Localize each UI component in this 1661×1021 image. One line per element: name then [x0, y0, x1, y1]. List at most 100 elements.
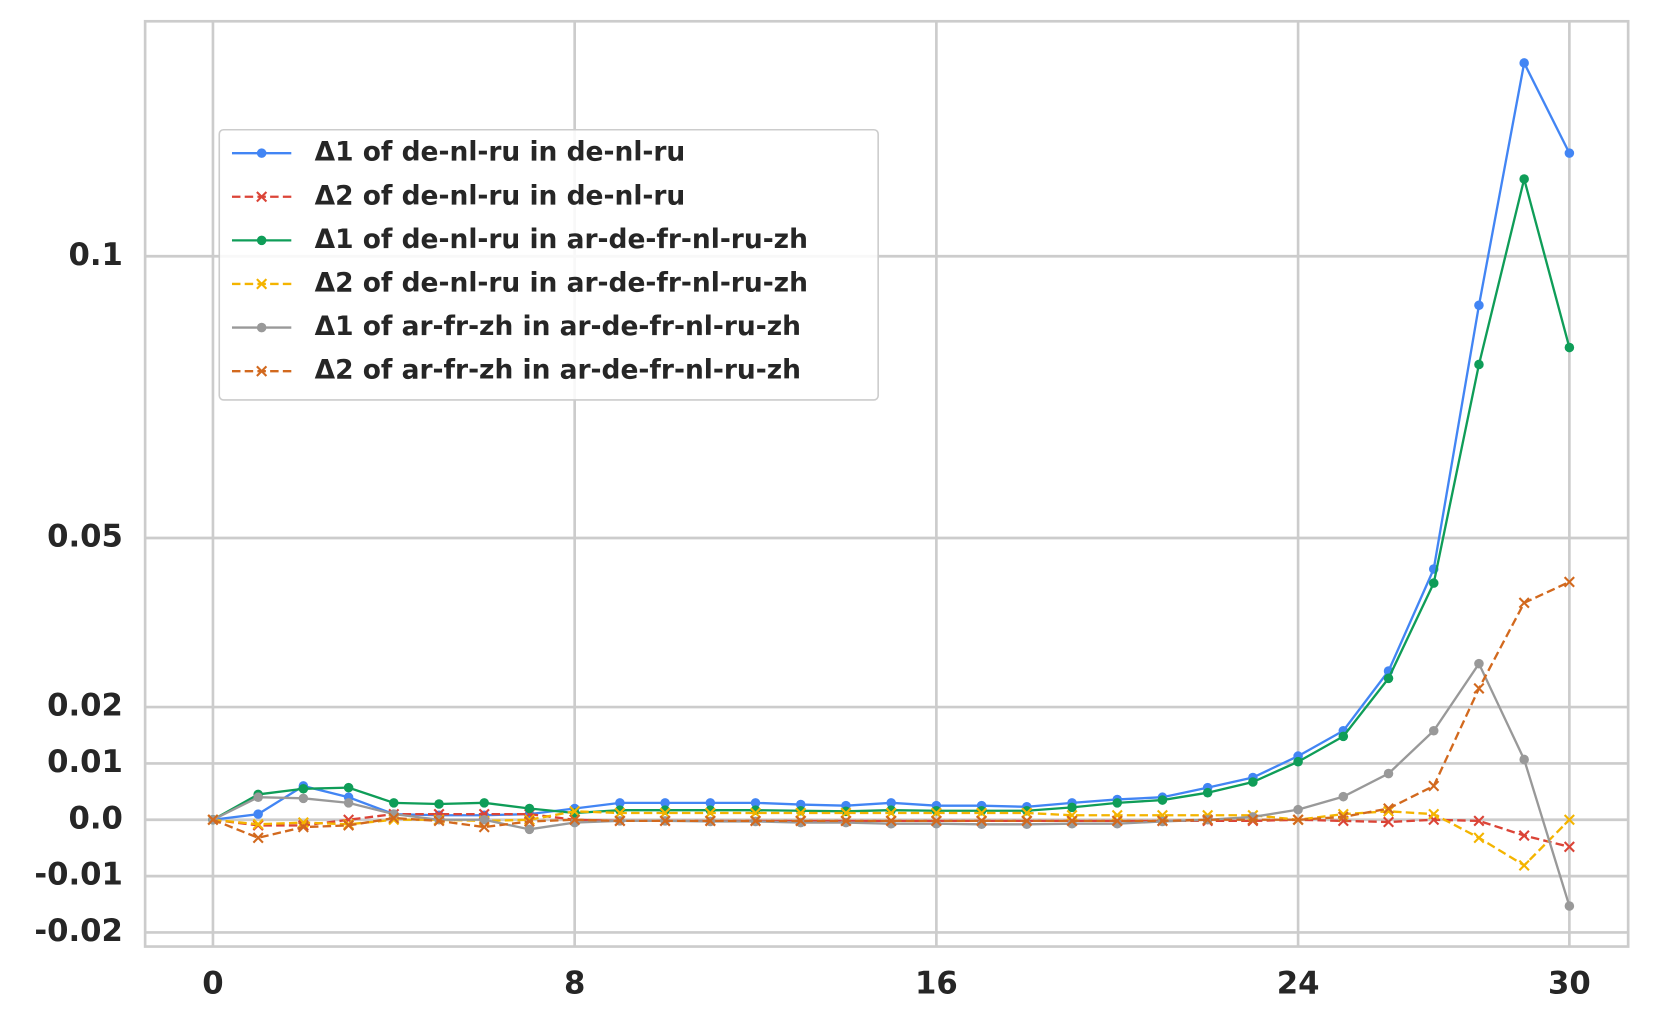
marker	[841, 806, 851, 817]
marker	[1337, 811, 1349, 823]
y-tick-label: 0.0	[68, 800, 122, 836]
marker	[614, 815, 626, 827]
legend-marker	[256, 191, 268, 203]
marker	[886, 798, 896, 808]
marker	[1474, 300, 1484, 311]
marker	[1563, 576, 1575, 588]
legend-label: Δ1 of de-nl-ru in ar-de-fr-nl-ru-zh	[315, 224, 808, 255]
series	[207, 576, 1575, 844]
y-tick-label: 0.05	[47, 518, 123, 554]
marker	[1112, 798, 1123, 808]
marker	[252, 818, 264, 830]
marker	[1157, 795, 1168, 805]
marker	[298, 783, 309, 794]
marker	[1383, 768, 1394, 779]
marker	[1474, 658, 1484, 669]
marker	[705, 798, 716, 808]
legend-label: Δ1 of de-nl-ru in de-nl-ru	[315, 137, 686, 168]
marker	[704, 815, 716, 827]
marker	[1248, 777, 1258, 787]
marker	[479, 798, 490, 808]
marker	[569, 814, 581, 826]
marker	[343, 798, 354, 808]
marker	[1519, 754, 1529, 765]
marker	[976, 807, 988, 819]
marker	[1293, 756, 1303, 767]
marker	[389, 798, 399, 808]
marker	[434, 799, 444, 809]
marker	[1563, 841, 1575, 853]
marker	[615, 798, 625, 808]
marker	[885, 807, 897, 819]
x-tick-label: 24	[1277, 965, 1320, 1001]
marker	[1518, 597, 1530, 609]
marker	[659, 815, 671, 827]
legend-label: Δ2 of de-nl-ru in de-nl-ru	[315, 180, 686, 211]
marker	[298, 793, 309, 804]
legend-marker	[256, 322, 267, 333]
marker	[976, 815, 988, 827]
series	[207, 805, 1575, 871]
marker	[750, 815, 762, 827]
marker	[1564, 342, 1575, 353]
marker	[1111, 815, 1123, 827]
marker	[1021, 807, 1033, 819]
marker	[1519, 58, 1529, 68]
marker	[659, 807, 671, 819]
marker	[795, 807, 807, 819]
marker	[1428, 808, 1440, 820]
marker	[1518, 859, 1530, 871]
marker	[479, 814, 490, 825]
x-tick-label: 30	[1548, 965, 1591, 1001]
marker	[704, 807, 716, 819]
x-tick-label: 8	[564, 965, 585, 1001]
marker	[253, 809, 263, 819]
marker	[1202, 814, 1214, 826]
marker	[524, 824, 535, 835]
marker	[750, 807, 762, 819]
marker	[1473, 832, 1485, 844]
marker	[1066, 815, 1078, 827]
marker	[885, 815, 897, 827]
marker	[1338, 791, 1349, 802]
y-tick-label: 0.01	[47, 744, 123, 780]
legend-label: Δ2 of de-nl-ru in ar-de-fr-nl-ru-zh	[315, 267, 808, 298]
marker	[1202, 787, 1213, 798]
marker	[1067, 802, 1077, 813]
marker	[660, 798, 670, 808]
marker	[1021, 815, 1033, 827]
x-tick-label: 16	[915, 965, 958, 1001]
legend-marker	[256, 148, 267, 158]
legend-marker	[256, 278, 268, 290]
marker	[433, 815, 445, 827]
marker	[1338, 731, 1349, 742]
marker	[1473, 682, 1485, 695]
plot-frame	[143, 19, 1630, 948]
marker	[524, 803, 535, 814]
marker	[930, 815, 942, 827]
marker	[841, 817, 851, 828]
marker	[388, 812, 400, 824]
y-tick-label: -0.01	[34, 857, 123, 893]
marker	[1428, 725, 1439, 736]
marker	[343, 819, 355, 831]
marker	[523, 815, 535, 827]
marker	[1292, 814, 1304, 826]
marker	[1428, 780, 1440, 792]
marker	[1519, 174, 1529, 184]
marker	[795, 817, 806, 828]
marker	[750, 798, 761, 808]
marker	[795, 815, 807, 827]
marker	[297, 821, 309, 833]
y-tick-label: 0.1	[68, 237, 122, 273]
legend-label: Δ2 of ar-fr-zh in ar-de-fr-nl-ru-zh	[315, 355, 801, 386]
legend-marker	[256, 365, 268, 377]
marker	[1474, 359, 1484, 370]
marker	[343, 782, 354, 793]
marker	[253, 792, 263, 803]
marker	[1518, 830, 1530, 842]
marker	[478, 821, 490, 833]
marker	[1383, 816, 1395, 828]
